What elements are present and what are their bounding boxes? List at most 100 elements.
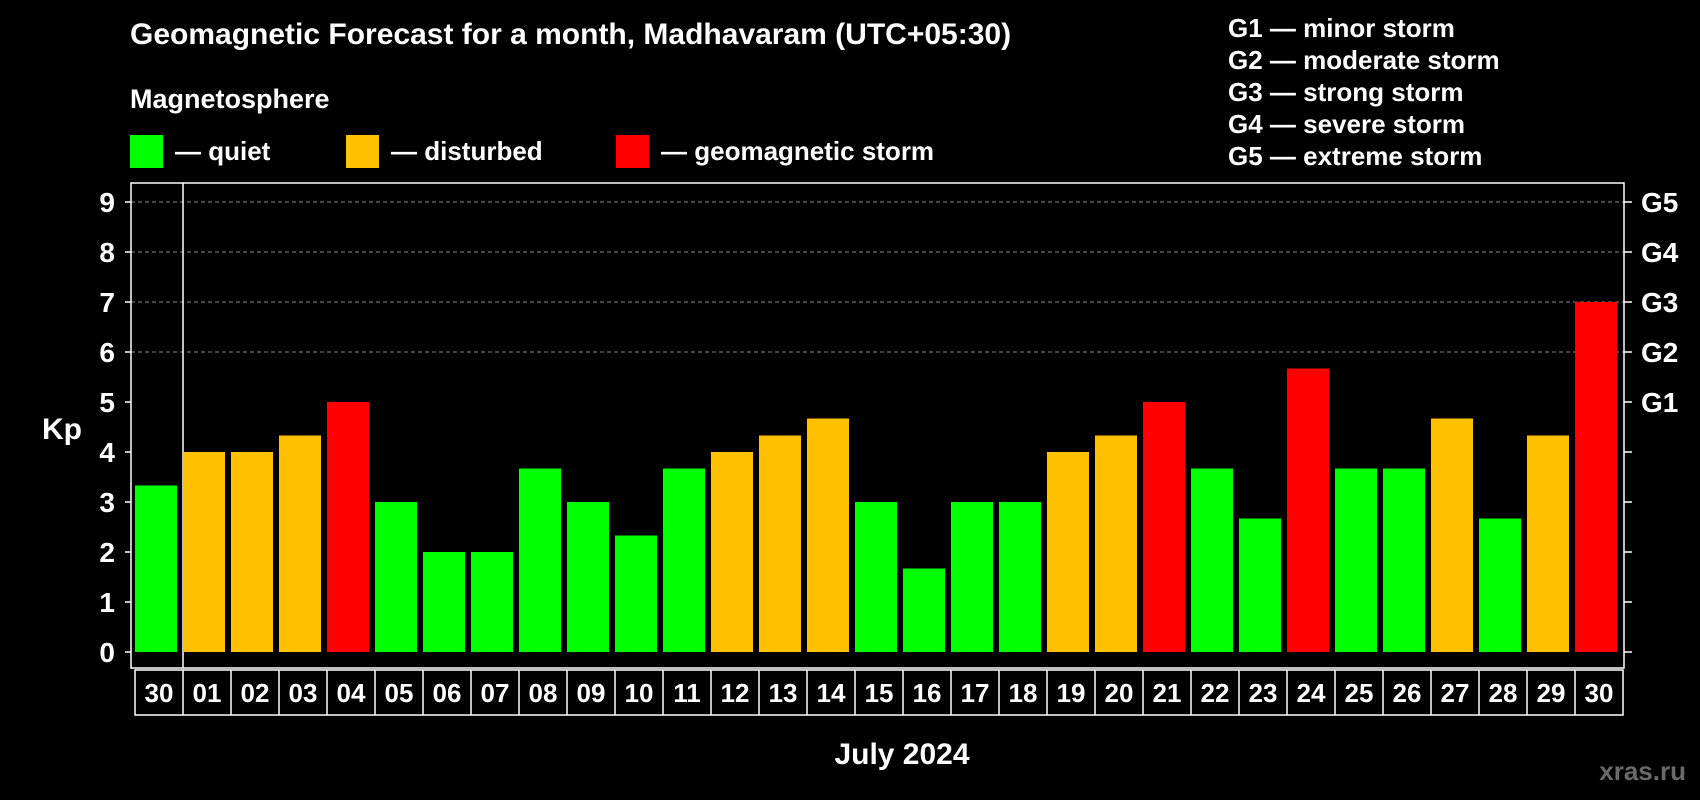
bar-14 [807, 418, 849, 652]
bar-4 [327, 402, 369, 652]
legend-item-quiet: — quiet [130, 134, 270, 168]
y-tick-label-4: 4 [99, 437, 115, 468]
g-scale-item-g3: G3 — strong storm [1228, 77, 1464, 107]
legend-label-disturbed: — disturbed [391, 135, 543, 166]
x-tick-label-15: 15 [865, 678, 894, 708]
bar-19 [1047, 452, 1089, 652]
bar-30 [1575, 302, 1617, 652]
g-axis-label-g4: G4 [1641, 237, 1679, 268]
x-tick-label-16: 16 [913, 678, 942, 708]
g-scale-item-g4: G4 — severe storm [1228, 109, 1466, 139]
legend-label-storm: — geomagnetic storm [661, 135, 935, 166]
x-tick-label-29: 29 [1537, 678, 1566, 708]
x-tick-label-4: 04 [337, 678, 366, 708]
y-tick-label-3: 3 [99, 487, 115, 518]
bar-29 [1527, 435, 1569, 652]
y-tick-label-6: 6 [99, 337, 115, 368]
x-tick-label-23: 23 [1249, 678, 1278, 708]
g-scale-item-g2: G2 — moderate storm [1228, 45, 1500, 75]
g-axis-label-g3: G3 [1641, 287, 1678, 318]
bar-6 [423, 552, 465, 652]
x-tick-label-30: 30 [1585, 678, 1614, 708]
x-tick-label-1: 01 [193, 678, 222, 708]
x-tick-label-27: 27 [1441, 678, 1470, 708]
date-axis-frame [134, 669, 1624, 716]
bar-10 [615, 535, 657, 652]
x-tick-label-25: 25 [1345, 678, 1374, 708]
y-tick-label-2: 2 [99, 537, 115, 568]
y-tick-label-9: 9 [99, 187, 115, 218]
bar-2 [231, 452, 273, 652]
bar-21 [1143, 402, 1185, 652]
bar-13 [759, 435, 801, 652]
x-tick-label-0: 30 [145, 678, 174, 708]
g-scale-item-g1: G1 — minor storm [1228, 13, 1455, 43]
x-tick-label-13: 13 [769, 678, 798, 708]
bar-27 [1431, 418, 1473, 652]
g-scale-list: G1 — minor storm G2 — moderate storm G3 … [1228, 12, 1500, 172]
g-axis-label-g2: G2 [1641, 337, 1678, 368]
bar-23 [1239, 518, 1281, 652]
y-tick-label-0: 0 [99, 637, 115, 668]
x-tick-label-21: 21 [1153, 678, 1182, 708]
x-tick-label-9: 09 [577, 678, 606, 708]
y-tick-label-7: 7 [99, 287, 115, 318]
x-tick-label-10: 10 [625, 678, 654, 708]
watermark: xras.ru [1599, 756, 1686, 786]
bar-17 [951, 502, 993, 652]
y-tick-label-1: 1 [99, 587, 115, 618]
bar-1 [183, 452, 225, 652]
x-tick-label-17: 17 [961, 678, 990, 708]
legend-label-quiet: — quiet [175, 135, 271, 166]
x-tick-label-20: 20 [1105, 678, 1134, 708]
legend-swatch-storm [616, 134, 649, 168]
g-axis-label-g5: G5 [1641, 187, 1678, 218]
x-tick-label-5: 05 [385, 678, 414, 708]
x-tick-label-14: 14 [817, 678, 846, 708]
x-tick-label-24: 24 [1297, 678, 1326, 708]
x-tick-label-2: 02 [241, 678, 270, 708]
legend-swatch-quiet [130, 134, 163, 168]
x-tick-label-22: 22 [1201, 678, 1230, 708]
bar-20 [1095, 435, 1137, 652]
bar-11 [663, 468, 705, 652]
y-tick-label-5: 5 [99, 387, 115, 418]
legend-item-storm: — geomagnetic storm [616, 134, 934, 168]
y-tick-label-8: 8 [99, 237, 115, 268]
bar-25 [1335, 468, 1377, 652]
bar-3 [279, 435, 321, 652]
plot-frame [130, 182, 1625, 669]
legend-swatch-disturbed [346, 134, 379, 168]
bar-22 [1191, 468, 1233, 652]
g-axis-label-g1: G1 [1641, 387, 1678, 418]
x-tick-label-6: 06 [433, 678, 462, 708]
y-axis-label: Kp [42, 413, 82, 446]
x-tick-label-28: 28 [1489, 678, 1518, 708]
bar-18 [999, 502, 1041, 652]
x-tick-label-12: 12 [721, 678, 750, 708]
bar-26 [1383, 468, 1425, 652]
bar-24 [1287, 368, 1329, 652]
bar-28 [1479, 518, 1521, 652]
g-scale-item-g5: G5 — extreme storm [1228, 141, 1483, 171]
x-tick-label-8: 08 [529, 678, 558, 708]
x-tick-label-26: 26 [1393, 678, 1422, 708]
bar-5 [375, 502, 417, 652]
x-tick-label-19: 19 [1057, 678, 1086, 708]
bar-9 [567, 502, 609, 652]
bar-7 [471, 552, 513, 652]
bar-15 [855, 502, 897, 652]
x-tick-label-18: 18 [1009, 678, 1038, 708]
legend-item-disturbed: — disturbed [346, 134, 543, 168]
x-tick-label-3: 03 [289, 678, 318, 708]
legend-subtitle: Magnetosphere [130, 84, 330, 114]
bar-12 [711, 452, 753, 652]
bar-16 [903, 568, 945, 652]
x-axis-label: July 2024 [834, 738, 969, 771]
bar-8 [519, 468, 561, 652]
x-tick-label-11: 11 [673, 678, 701, 708]
chart-title: Geomagnetic Forecast for a month, Madhav… [130, 18, 1012, 51]
bar-0 [135, 485, 177, 652]
x-tick-label-7: 07 [481, 678, 510, 708]
